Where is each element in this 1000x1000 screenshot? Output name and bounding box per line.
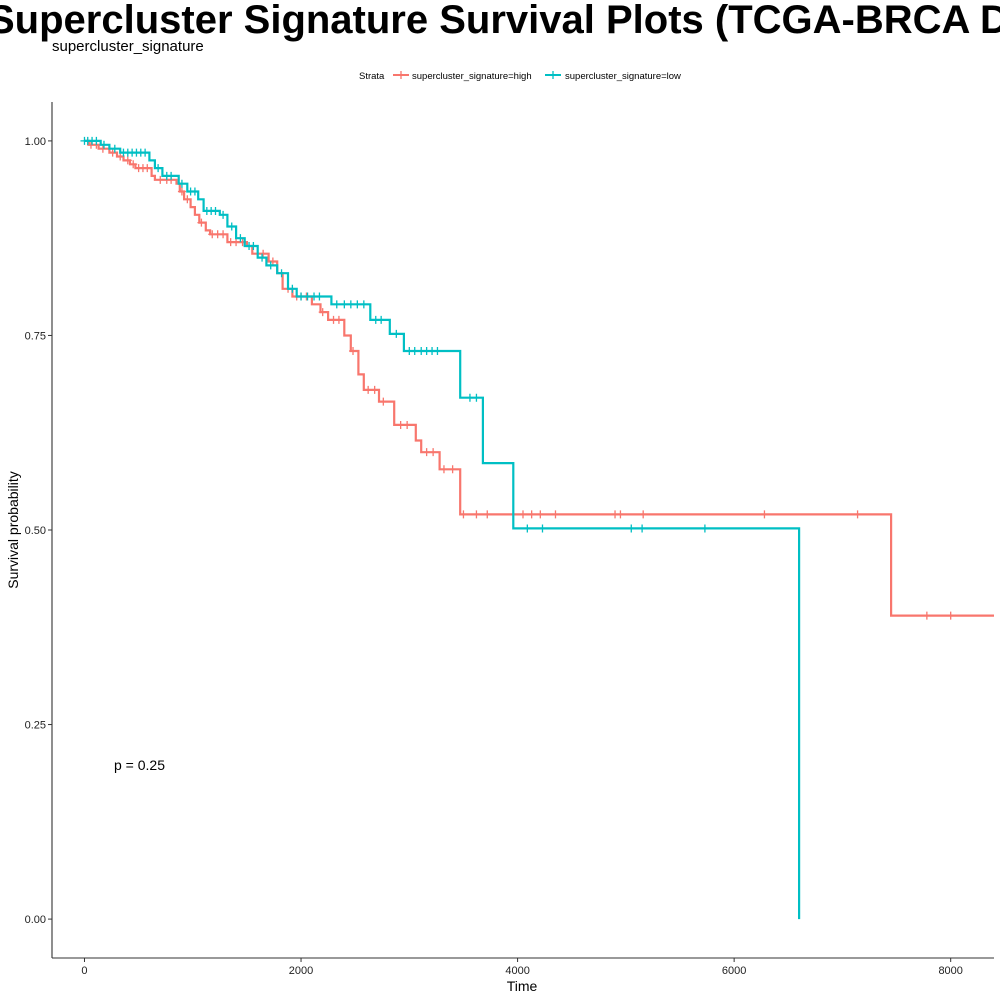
- censor-mark: [627, 524, 636, 533]
- censor-mark: [249, 241, 258, 250]
- censor-mark: [99, 140, 108, 149]
- censor-mark: [483, 510, 492, 519]
- censor-mark: [110, 144, 119, 153]
- y-tick-label: 0.00: [25, 914, 46, 926]
- censor-mark: [258, 253, 267, 262]
- censor-mark: [523, 524, 532, 533]
- censor-mark: [403, 420, 412, 429]
- legend-title: Strata: [359, 71, 385, 82]
- chart-subtitle: supercluster_signature: [52, 38, 204, 55]
- legend-key-high: [393, 71, 409, 79]
- censor-mark: [277, 269, 286, 278]
- censor-mark: [459, 510, 468, 519]
- p-value-annotation: p = 0.25: [114, 757, 165, 773]
- legend-label: supercluster_signature=low: [565, 71, 681, 82]
- censor-mark: [472, 393, 481, 402]
- censor-mark: [141, 148, 150, 157]
- censor-mark: [439, 465, 448, 474]
- censor-mark: [377, 315, 386, 324]
- censor-mark: [211, 206, 220, 215]
- censor-mark: [318, 308, 327, 317]
- y-tick-label: 0.25: [25, 720, 46, 732]
- y-axis-title: Survival probability: [5, 471, 21, 589]
- censor-mark: [760, 510, 769, 519]
- x-tick-label: 6000: [722, 965, 746, 977]
- censor-mark: [219, 230, 228, 239]
- chart-title: Supercluster Signature Survival Plots (T…: [0, 0, 1000, 42]
- censor-mark: [551, 510, 560, 519]
- censor-mark: [236, 234, 245, 243]
- censor-mark: [700, 524, 709, 533]
- censor-mark: [266, 261, 275, 270]
- censor-mark: [197, 218, 206, 227]
- y-tick-label: 1.00: [25, 136, 46, 148]
- censor-mark: [334, 315, 343, 324]
- censor-mark: [359, 300, 368, 309]
- legend-key-low: [545, 71, 561, 79]
- censor-mark: [129, 160, 138, 169]
- censor-mark: [379, 397, 388, 406]
- censor-mark: [92, 136, 101, 145]
- censor-mark: [519, 510, 527, 519]
- censor-mark: [433, 347, 442, 356]
- x-tick-label: 4000: [505, 965, 529, 977]
- censor-mark: [472, 510, 481, 519]
- censor-mark: [349, 347, 358, 356]
- survival-curve-high: [84, 139, 994, 617]
- censor-mark: [167, 171, 176, 180]
- censor-mark: [183, 195, 192, 204]
- censor-mark: [429, 448, 438, 457]
- censor-mark: [177, 179, 186, 188]
- x-tick-label: 0: [81, 965, 87, 977]
- censor-mark: [190, 187, 199, 196]
- censor-mark: [154, 164, 163, 173]
- censor-mark: [288, 284, 297, 293]
- legend-label: supercluster_signature=high: [412, 71, 532, 82]
- y-tick-label: 0.50: [25, 525, 46, 537]
- censor-mark: [332, 300, 341, 309]
- censor-mark: [538, 524, 547, 533]
- censor-mark: [922, 611, 931, 620]
- legend: Strata supercluster_signature=high superc…: [359, 71, 681, 82]
- censor-mark: [639, 510, 648, 519]
- censor-mark: [98, 144, 107, 153]
- censor-mark: [448, 465, 457, 474]
- censor-mark: [123, 156, 132, 165]
- censor-mark: [177, 187, 186, 196]
- censor-mark: [227, 222, 236, 231]
- x-tick-label: 8000: [938, 965, 962, 977]
- axes: 0 2000 4000 6000 8000 0.00 0.25 0.50 0.75 1.00: [25, 102, 994, 977]
- censor-mark: [370, 385, 379, 394]
- x-tick-label: 2000: [289, 965, 313, 977]
- censor-mark: [259, 249, 268, 258]
- plot-area: [80, 136, 994, 920]
- censor-mark: [219, 210, 228, 219]
- censor-mark: [536, 510, 545, 519]
- x-axis-title: Time: [507, 978, 538, 994]
- censor-mark: [616, 510, 625, 519]
- censor-mark: [527, 510, 536, 519]
- censor-mark: [853, 510, 862, 519]
- y-tick-label: 0.75: [25, 330, 46, 342]
- survival-curve-low: [84, 139, 801, 920]
- censor-mark: [143, 164, 152, 173]
- censor-mark: [946, 611, 955, 620]
- censor-mark: [638, 524, 647, 533]
- censor-mark: [392, 329, 401, 338]
- censor-mark: [315, 292, 324, 301]
